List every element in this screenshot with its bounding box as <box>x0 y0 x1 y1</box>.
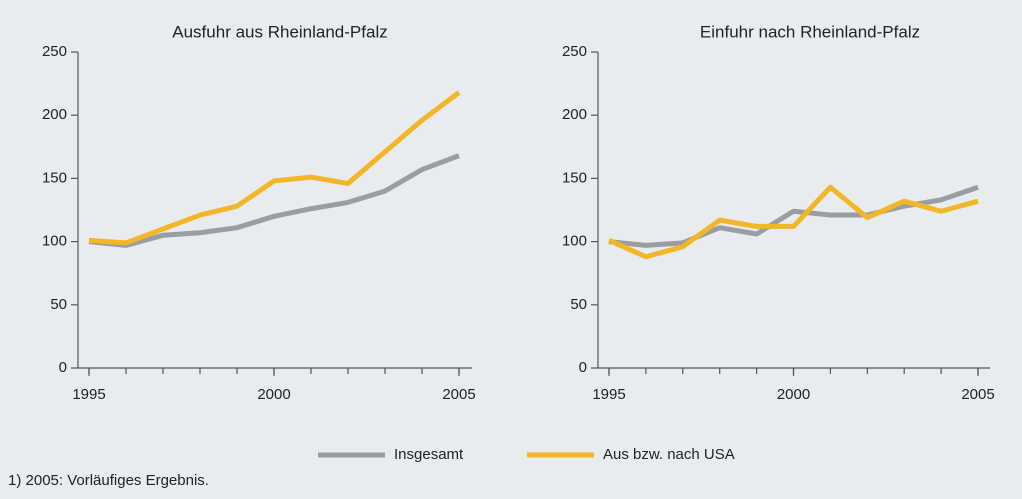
y-tick-label: 0 <box>59 359 67 376</box>
x-tick-label: 2000 <box>777 386 810 403</box>
x-tick-label: 2000 <box>257 386 290 403</box>
y-tick-label: 250 <box>42 43 67 60</box>
chart-title: Ausfuhr aus Rheinland-Pfalz <box>172 22 387 41</box>
legend-label: Aus bzw. nach USA <box>603 446 735 463</box>
y-tick-label: 150 <box>42 169 67 186</box>
series-line <box>88 90 461 246</box>
series-line <box>607 184 979 260</box>
y-tick-label: 150 <box>562 169 587 186</box>
chart-title: Einfuhr nach Rheinland-Pfalz <box>700 22 920 41</box>
y-tick-label: 50 <box>50 296 67 313</box>
y-tick-label: 0 <box>579 359 587 376</box>
y-tick-label: 200 <box>42 106 67 123</box>
y-tick-label: 200 <box>562 106 587 123</box>
x-tick-label: 2005 <box>442 386 475 403</box>
y-tick-label: 100 <box>562 233 587 250</box>
x-tick-label: 2005 <box>961 386 994 403</box>
legend-label: Insgesamt <box>394 446 464 463</box>
y-tick-label: 250 <box>562 43 587 60</box>
series-line <box>88 153 460 248</box>
x-tick-label: 1995 <box>72 386 105 403</box>
y-tick-label: 100 <box>42 233 67 250</box>
footnote: 1) 2005: Vorläufiges Ergebnis. <box>8 472 209 489</box>
x-tick-label: 1995 <box>592 386 625 403</box>
y-tick-label: 50 <box>570 296 587 313</box>
